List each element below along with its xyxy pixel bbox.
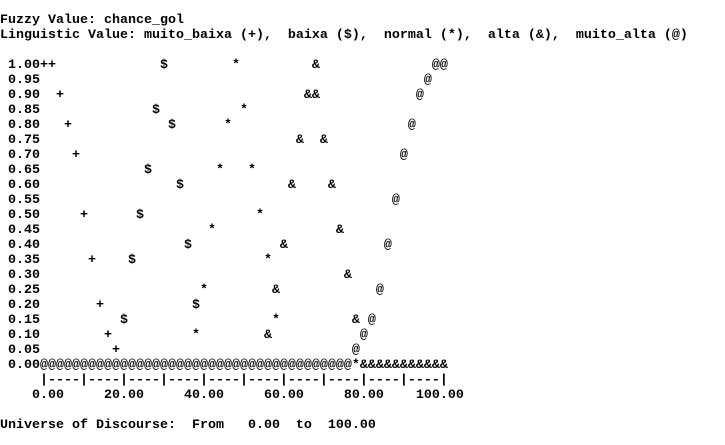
plot-row: 0.35 + $ *	[0, 253, 272, 268]
plot-row: 0.75 & &	[0, 133, 328, 148]
universe: Universe of Discourse: From 0.00 to 100.…	[0, 418, 376, 433]
plot-row: 0.80 + $ * @	[0, 118, 416, 133]
plot-row: 0.05 + @	[0, 343, 360, 358]
plot-row: 0.95 @	[0, 73, 432, 88]
spacer	[0, 403, 725, 418]
plot-row: 0.10 + * & @	[0, 328, 368, 343]
plot-row: 0.70 + @	[0, 148, 408, 163]
plot-row: 0.30 &	[0, 268, 352, 283]
plot-row: 0.00@@@@@@@@@@@@@@@@@@@@@@@@@@@@@@@@@@@@…	[0, 358, 448, 373]
linguistic-value: Linguistic Value: muito_baixa (+), baixa…	[0, 28, 688, 43]
plot-row: 0.25 * & @	[0, 283, 384, 298]
plot-row: 0.40 $ & @	[0, 238, 392, 253]
plot-row: 0.15 $ * & @	[0, 313, 376, 328]
axis: |----|----|----|----|----|----|----|----…	[0, 373, 448, 388]
plot: 1.00++ $ * & @@ 0.95 @ 0.90 + && @ 0.85 …	[0, 58, 725, 373]
plot-row: 0.60 $ & &	[0, 178, 336, 193]
plot-row: 0.90 + && @	[0, 88, 424, 103]
plot-row: 0.55 @	[0, 193, 400, 208]
plot-row: 0.50 + $ *	[0, 208, 264, 223]
spacer	[0, 43, 725, 58]
plot-row: 1.00++ $ * & @@	[0, 58, 448, 73]
plot-row: 0.45 * &	[0, 223, 344, 238]
plot-row: 0.85 $ *	[0, 103, 248, 118]
axis-labels: 0.00 20.00 40.00 60.00 80.00 100.00	[0, 388, 464, 403]
plot-row: 0.20 + $	[0, 298, 200, 313]
plot-row: 0.65 $ * *	[0, 163, 256, 178]
fuzzy-value: Fuzzy Value: chance_gol	[0, 13, 184, 28]
